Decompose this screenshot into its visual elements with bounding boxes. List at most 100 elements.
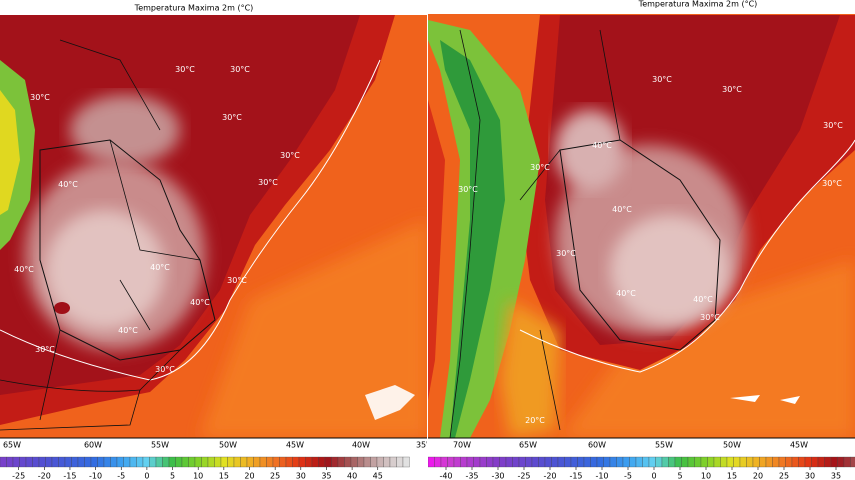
colorbar-swatch [603, 456, 611, 468]
colorbar-label: -35 [465, 472, 478, 480]
colorbar-label: -20 [543, 472, 556, 480]
colorbar-swatch [791, 456, 799, 468]
colorbar-swatch [110, 456, 118, 468]
colorbar-label: -25 [12, 472, 25, 480]
contour-label: 40°C [616, 289, 636, 298]
colorbar-swatch [149, 456, 157, 468]
colorbar-swatch [440, 456, 448, 468]
colorbar-swatch [557, 456, 565, 468]
colorbar-swatch [175, 456, 183, 468]
longitude-label: 55W [655, 441, 673, 450]
colorbar-swatch [577, 456, 585, 468]
contour-label: 40°C [14, 265, 34, 274]
colorbar-label: 5 [677, 472, 682, 480]
colorbar-swatch [97, 456, 105, 468]
colorbar-swatch [499, 456, 507, 468]
colorbar-swatch [19, 456, 27, 468]
colorbar-swatch [201, 456, 209, 468]
colorbar-swatch [90, 456, 98, 468]
colorbar-label: -15 [569, 472, 582, 480]
colorbar-swatch [136, 456, 144, 468]
colorbar-swatch [746, 456, 754, 468]
colorbar-swatch [739, 456, 747, 468]
longitude-label: 60W [84, 441, 102, 450]
colorbar-swatch [850, 456, 855, 468]
colorbar-label: -5 [624, 472, 632, 480]
colorbar-label: -25 [517, 472, 530, 480]
colorbar-swatch [570, 456, 578, 468]
colorbar-label: 25 [779, 472, 789, 480]
colorbar-label: 0 [144, 472, 149, 480]
colorbar-swatch [447, 456, 455, 468]
colorbar-swatch [681, 456, 689, 468]
contour-label: 30°C [722, 85, 742, 94]
colorbar-swatch [492, 456, 500, 468]
colorbar-swatch [305, 456, 313, 468]
colorbar-swatch [363, 456, 371, 468]
colorbar-swatch [830, 456, 838, 468]
colorbar-label: -5 [117, 472, 125, 480]
longitude-label: 55W [151, 441, 169, 450]
colorbar-swatch [155, 456, 163, 468]
colorbar-swatch [64, 456, 72, 468]
longitude-label: 65W [3, 441, 21, 450]
colorbar-label: 15 [219, 472, 229, 480]
colorbar-label: 35 [831, 472, 841, 480]
colorbar-swatch [71, 456, 79, 468]
colorbar-swatch [103, 456, 111, 468]
colorbar-swatch [240, 456, 248, 468]
colorbar-label: -40 [439, 472, 452, 480]
colorbar-label: 45 [373, 472, 383, 480]
colorbar-swatch [798, 456, 806, 468]
contour-label: 30°C [458, 185, 478, 194]
colorbar-swatch [142, 456, 150, 468]
colorbar-label: 30 [296, 472, 306, 480]
contour-label: 30°C [530, 163, 550, 172]
colorbar-label: -30 [491, 472, 504, 480]
colorbar-swatch [473, 456, 481, 468]
colorbar-label: 35 [321, 472, 331, 480]
colorbar-label: 0 [651, 472, 656, 480]
colorbar-swatch [45, 456, 53, 468]
colorbar-swatch [525, 456, 533, 468]
colorbar-swatch [785, 456, 793, 468]
colorbar-swatch [370, 456, 378, 468]
colorbar-swatch [460, 456, 468, 468]
colorbar-swatch [609, 456, 617, 468]
colorbar-swatch [434, 456, 442, 468]
panel: Temperatura Maxima 2m (°C) 30°C 30°C 30°C 30… [413, 0, 855, 480]
colorbar-swatch [778, 456, 786, 468]
colorbar-swatch [505, 456, 513, 468]
colorbar-swatch [752, 456, 760, 468]
colorbar-swatch [824, 456, 832, 468]
longitude-label: 50W [219, 441, 237, 450]
colorbar-swatch [311, 456, 319, 468]
colorbar-swatch [648, 456, 656, 468]
colorbar-label: -10 [595, 472, 608, 480]
contour-label: 40°C [118, 326, 138, 335]
contour-label: 30°C [822, 179, 842, 188]
colorbar-label: 30 [805, 472, 815, 480]
colorbar-label: -45 [413, 472, 426, 480]
colorbar-swatch [583, 456, 591, 468]
colorbar-swatch [700, 456, 708, 468]
colorbar-swatch [6, 456, 14, 468]
colorbar-label: 20 [753, 472, 763, 480]
contour-label: 30°C [35, 345, 55, 354]
map-title: Temperatura Maxima 2m (°C) [134, 4, 254, 13]
colorbar-label: 10 [193, 472, 203, 480]
colorbar-swatch [713, 456, 721, 468]
contour-label: 30°C [155, 365, 175, 374]
contour-label: 30°C [280, 151, 300, 160]
colorbar-swatch [765, 456, 773, 468]
colorbar-swatch [512, 456, 520, 468]
colorbar-swatch [538, 456, 546, 468]
colorbar-swatch [84, 456, 92, 468]
colorbar-swatch [77, 456, 85, 468]
colorbar-swatch [25, 456, 33, 468]
colorbar-label: 10 [701, 472, 711, 480]
colorbar-swatch [655, 456, 663, 468]
colorbar-swatch [350, 456, 358, 468]
colorbar-swatch [622, 456, 630, 468]
colorbar-swatch [194, 456, 202, 468]
